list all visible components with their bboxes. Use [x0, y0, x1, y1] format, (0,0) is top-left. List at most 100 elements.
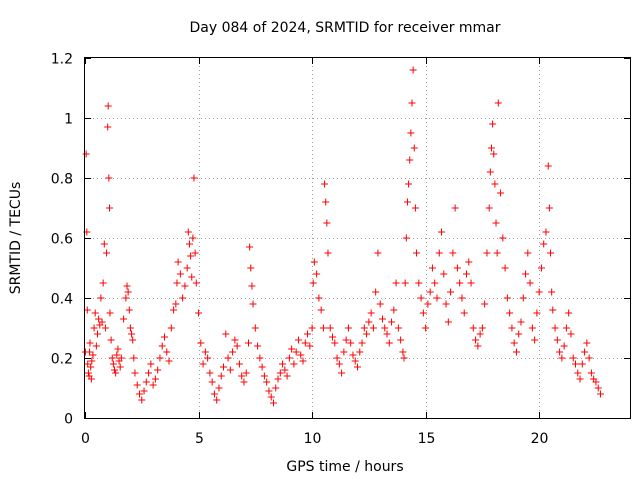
data-point: [254, 342, 262, 350]
data-point: [294, 336, 302, 344]
data-point: [269, 399, 277, 407]
data-point: [217, 372, 225, 380]
data-point: [297, 351, 305, 359]
data-point: [154, 366, 162, 374]
data-point: [231, 336, 239, 344]
data-point: [533, 309, 541, 317]
data-point: [329, 333, 337, 341]
y-axis-label: SRMTID / TECUs: [8, 182, 24, 295]
data-point: [551, 324, 559, 332]
data-point: [431, 279, 439, 287]
data-point: [503, 294, 511, 302]
data-point: [220, 363, 228, 371]
data-point: [88, 357, 96, 365]
data-point: [433, 294, 441, 302]
data-point: [344, 324, 352, 332]
y-tick-label: 1: [64, 112, 73, 128]
data-point: [263, 378, 271, 386]
data-point: [126, 324, 134, 332]
data-point: [342, 336, 350, 344]
plot-frame: [84, 57, 631, 419]
data-point: [413, 249, 421, 257]
data-point: [321, 180, 329, 188]
data-point: [265, 387, 273, 395]
data-point: [478, 324, 486, 332]
data-point: [107, 336, 115, 344]
data-point: [407, 129, 415, 137]
data-point: [340, 348, 348, 356]
data-point: [419, 309, 427, 317]
data-point: [86, 348, 94, 356]
data-point: [82, 150, 90, 158]
data-point: [240, 378, 248, 386]
data-point: [215, 384, 223, 392]
data-point: [113, 351, 121, 359]
data-point: [272, 384, 280, 392]
y-tick-label: 1.2: [51, 52, 73, 68]
data-point: [92, 342, 100, 350]
data-point: [84, 369, 92, 377]
data-point: [87, 363, 95, 371]
data-point: [319, 324, 327, 332]
data-point: [465, 258, 473, 266]
data-point: [438, 228, 446, 236]
data-point: [535, 288, 543, 296]
data-point: [435, 249, 443, 257]
data-point: [276, 369, 284, 377]
data-point: [494, 99, 502, 107]
data-point: [399, 348, 407, 356]
data-point: [323, 219, 331, 227]
data-point: [572, 360, 579, 368]
data-points: [81, 66, 604, 407]
data-point: [326, 324, 334, 332]
data-point: [594, 384, 602, 392]
data-point: [213, 396, 221, 404]
data-point: [125, 306, 133, 314]
data-point: [84, 360, 92, 368]
data-point: [190, 174, 198, 182]
data-point: [260, 372, 268, 380]
data-point: [569, 354, 577, 362]
data-point: [381, 324, 389, 332]
data-point: [467, 279, 475, 287]
data-point: [524, 249, 532, 257]
data-point: [281, 366, 289, 374]
data-point: [374, 249, 382, 257]
data-point: [114, 345, 122, 353]
data-point: [310, 258, 318, 266]
data-point: [170, 306, 178, 314]
data-point: [378, 315, 386, 323]
x-tick-labels: 0 5 10 15 20: [81, 431, 548, 447]
data-point: [140, 387, 148, 395]
data-point: [313, 270, 321, 278]
data-point: [306, 342, 314, 350]
data-point: [101, 324, 109, 332]
data-point: [397, 336, 405, 344]
data-point: [279, 360, 287, 368]
data-point: [483, 249, 491, 257]
data-point: [97, 294, 105, 302]
data-point: [410, 144, 418, 152]
data-point: [449, 249, 457, 257]
data-point: [565, 309, 573, 317]
data-point: [549, 306, 557, 314]
y-tick-label: 0.6: [51, 232, 73, 248]
data-point: [574, 369, 582, 377]
data-point: [274, 375, 282, 383]
data-point: [451, 204, 459, 212]
data-point: [526, 279, 534, 287]
data-point: [235, 360, 243, 368]
data-point: [576, 375, 584, 383]
data-point: [145, 369, 153, 377]
data-point: [458, 294, 466, 302]
data-point: [90, 324, 98, 332]
data-point: [426, 288, 434, 296]
data-point: [267, 393, 275, 401]
data-point: [556, 348, 564, 356]
data-point: [392, 279, 400, 287]
data-point: [208, 378, 216, 386]
data-point: [347, 339, 355, 347]
data-point: [224, 354, 232, 362]
data-point: [147, 360, 155, 368]
